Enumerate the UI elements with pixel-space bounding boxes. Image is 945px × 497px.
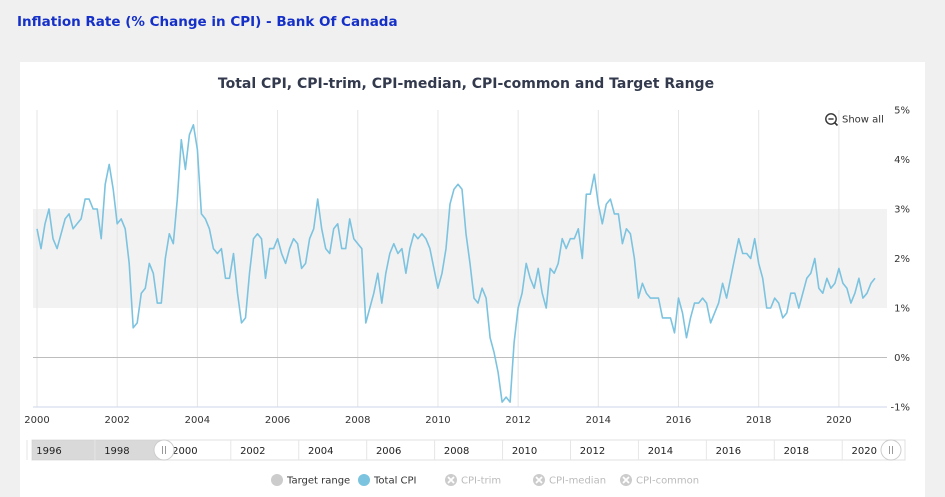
navigator-tick-label: 1996 [36, 446, 61, 457]
legend-label: CPI-median [549, 476, 606, 487]
legend-dot [358, 474, 370, 486]
chart-title: Total CPI, CPI-trim, CPI-median, CPI-com… [218, 76, 714, 92]
series-line-total-cpi [36, 124, 876, 403]
legend-item-cpi-trim[interactable]: CPI-trim [445, 474, 501, 487]
legend-hidden-icon [620, 474, 632, 486]
navigator-tick-label: 2000 [172, 446, 197, 457]
chart-card: Total CPI, CPI-trim, CPI-median, CPI-com… [20, 62, 925, 497]
navigator-mask-left [32, 440, 165, 460]
y-tick-label: -1% [891, 403, 910, 414]
x-tick-label: 2000 [24, 415, 49, 426]
legend-label: CPI-common [636, 476, 699, 487]
legend-item-total-cpi[interactable]: Total CPI [358, 474, 417, 487]
navigator-tick-label: 2006 [376, 446, 401, 457]
legend-hidden-icon [445, 474, 457, 486]
navigator-tick-label: 1998 [104, 446, 129, 457]
navigator-tick-label: 2008 [444, 446, 469, 457]
legend-item-target-range[interactable]: Target range [271, 474, 350, 487]
navigator-tick-label: 2004 [308, 446, 333, 457]
legend-label: Target range [286, 476, 350, 487]
x-tick-label: 2010 [425, 415, 450, 426]
x-tick-label: 2004 [185, 415, 210, 426]
x-tick-label: 2014 [586, 415, 611, 426]
navigator-tick-label: 2010 [512, 446, 537, 457]
x-tick-label: 2016 [666, 415, 691, 426]
navigator-tick-label: 2018 [784, 446, 809, 457]
y-tick-label: 4% [894, 155, 910, 166]
legend-label: Total CPI [373, 476, 417, 487]
legend-item-cpi-median[interactable]: CPI-median [533, 474, 606, 487]
navigator-tick-label: 2016 [716, 446, 741, 457]
x-tick-label: 2006 [265, 415, 290, 426]
x-tick-label: 2012 [505, 415, 530, 426]
x-tick-label: 2002 [104, 415, 129, 426]
navigator-tick-label: 2012 [580, 446, 605, 457]
navigator-tick-label: 2002 [240, 446, 265, 457]
y-tick-label: 5% [894, 106, 910, 117]
legend-label: CPI-trim [461, 476, 501, 487]
y-tick-label: 2% [894, 254, 910, 265]
zoom-out-icon [825, 113, 839, 127]
show-all-label: Show all [842, 115, 884, 126]
y-tick-label: 0% [894, 353, 910, 364]
navigator-tick-label: 2020 [852, 446, 877, 457]
y-axis-ticks: -1% 0% 1% 2% 3% 4% 5% [891, 106, 910, 414]
y-tick-label: 3% [894, 205, 910, 216]
x-axis-ticks: 2000 2002 2004 2006 2008 2010 2012 2014 2016 2018… [24, 415, 851, 426]
x-tick-label: 2018 [746, 415, 771, 426]
page-title: Inflation Rate (% Change in CPI) - Bank … [17, 14, 398, 30]
legend-hidden-icon [533, 474, 545, 486]
chart-svg: Total CPI, CPI-trim, CPI-median, CPI-com… [24, 76, 910, 487]
navigator-handle-right[interactable] [880, 439, 902, 461]
navigator-ticks: 1996 1998 2000 2002 2004 2006 2008 2010 2012 2014… [26, 440, 877, 460]
legend-dot [271, 474, 283, 486]
x-tick-label: 2020 [826, 415, 851, 426]
navigator-tick-label: 2014 [648, 446, 673, 457]
x-tick-label: 2008 [345, 415, 370, 426]
show-all-button[interactable]: Show all [822, 110, 888, 128]
y-tick-label: 1% [894, 304, 910, 315]
navigator-handle-left[interactable] [153, 439, 175, 461]
legend-item-cpi-common[interactable]: CPI-common [620, 474, 699, 487]
navigator[interactable]: 1996 1998 2000 2002 2004 2006 2008 2010 2012 2014… [26, 439, 906, 461]
legend: Target range Total CPI CPI-trim CPI-median C… [271, 474, 699, 487]
